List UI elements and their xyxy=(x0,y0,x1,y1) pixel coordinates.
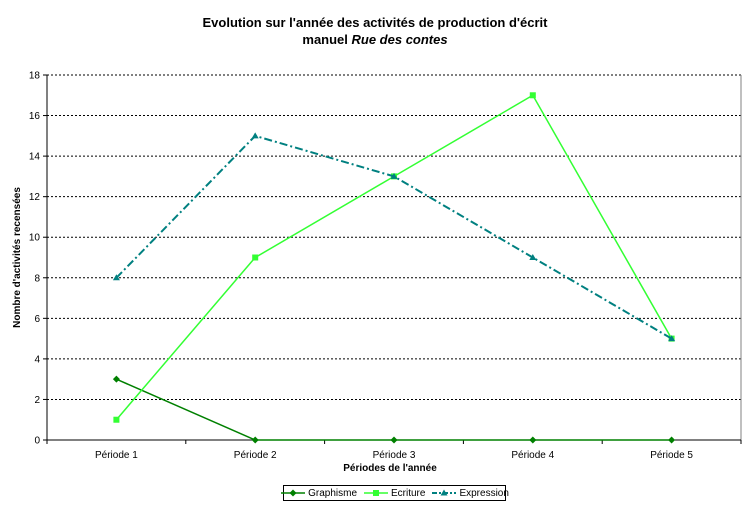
legend-marker-graphisme xyxy=(289,489,297,497)
y-tick-label-8: 8 xyxy=(34,273,40,284)
point-ecriture-4 xyxy=(529,92,536,99)
y-tick-label-4: 4 xyxy=(34,354,40,365)
chart-title-line2: manuel Rue des contes xyxy=(0,31,750,48)
point-graphisme-1 xyxy=(112,375,120,383)
point-graphisme-3 xyxy=(390,436,398,444)
point-expression-2 xyxy=(251,132,259,139)
x-tick-label-5: Période 5 xyxy=(650,450,693,461)
chart-title-line1: Evolution sur l'année des activités de p… xyxy=(202,15,548,30)
y-tick-label-0: 0 xyxy=(34,436,40,447)
y-tick-label-6: 6 xyxy=(34,314,40,325)
y-tick-label-16: 16 xyxy=(29,111,41,122)
legend-marker-ecriture xyxy=(373,490,379,496)
legend-label-expression: Expression xyxy=(459,487,509,499)
y-tick-label-2: 2 xyxy=(34,395,40,406)
legend-item-graphisme: Graphisme xyxy=(280,488,357,499)
chart-title: Evolution sur l'année des activités de p… xyxy=(0,14,750,48)
chart-title-italic: Rue des contes xyxy=(351,32,448,47)
legend-label-ecriture: Ecriture xyxy=(391,487,426,499)
x-tick-label-2: Période 2 xyxy=(234,450,277,461)
legend-item-expression: Expression xyxy=(431,487,509,499)
legend-label-graphisme: Graphisme xyxy=(308,487,357,499)
legend: Graphisme Ecriture Expression xyxy=(280,485,509,501)
legend-item-ecriture: Ecriture xyxy=(363,488,425,499)
point-expression-1 xyxy=(112,274,120,281)
x-tick-label-1: Période 1 xyxy=(95,450,138,461)
line-chart: 0 2 4 6 8 10 12 14 16 18 Période 1 Période 2 Période… xyxy=(12,71,742,474)
chart-title-prefix: manuel xyxy=(302,32,352,47)
point-ecriture-2 xyxy=(252,254,259,261)
series-line-ecriture xyxy=(115,94,673,421)
point-graphisme-4 xyxy=(529,436,537,444)
y-axis-title: Nombre d'activités recensées xyxy=(12,187,23,328)
y-tick-label-18: 18 xyxy=(29,71,41,82)
point-graphisme-5 xyxy=(668,436,676,444)
legend-swatch-expression xyxy=(432,489,457,496)
legend-swatch-graphisme xyxy=(281,489,306,497)
y-tick-label-14: 14 xyxy=(29,152,41,163)
point-expression-5 xyxy=(668,335,676,342)
y-tick-label-10: 10 xyxy=(29,233,41,244)
x-tick-label-3: Période 3 xyxy=(373,450,416,461)
point-expression-4 xyxy=(529,254,537,260)
point-graphisme-2 xyxy=(251,436,259,444)
point-ecriture-1 xyxy=(113,416,120,423)
x-axis-title: Périodes de l'année xyxy=(343,463,437,474)
y-tick-label-12: 12 xyxy=(29,192,41,203)
point-expression-3 xyxy=(390,172,398,179)
series-line-graphisme xyxy=(116,378,672,441)
x-tick-label-4: Période 4 xyxy=(511,450,554,461)
legend-marker-expression xyxy=(440,489,448,496)
legend-swatch-ecriture xyxy=(364,490,388,496)
